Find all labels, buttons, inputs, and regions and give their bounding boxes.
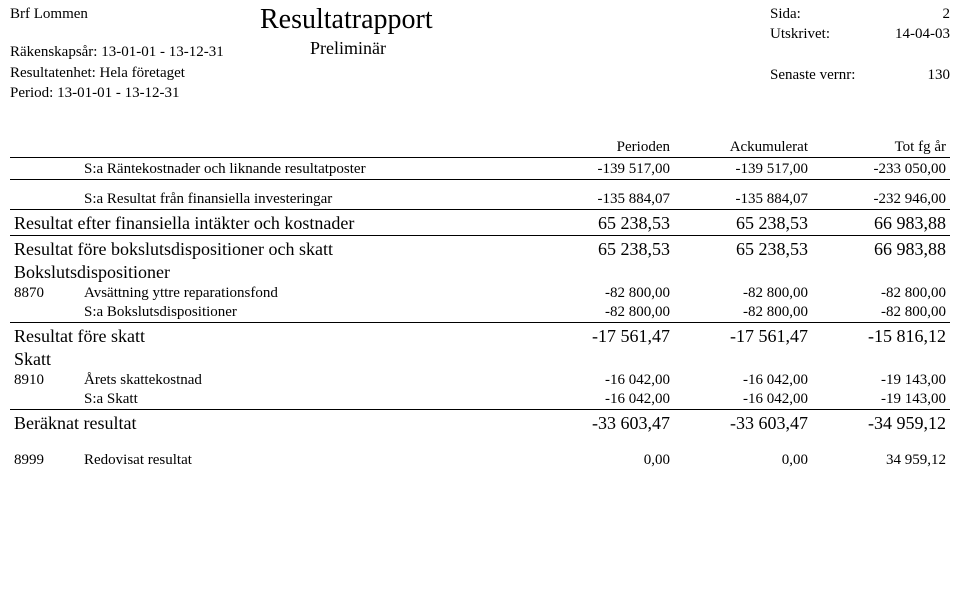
cell-label: S:a Resultat från finansiella investerin… [80,190,536,210]
cell-perioden: 0,00 [536,451,674,470]
report-table: Perioden Ackumulerat Tot fg år S:a Ränte… [10,138,950,470]
cell-tot-fg-ar: -233 050,00 [812,160,950,180]
cell-perioden: -17 561,47 [536,325,674,348]
cell-perioden: -82 800,00 [536,303,674,323]
cell-perioden: -82 800,00 [536,284,674,303]
cell-tot-fg-ar: -19 143,00 [812,390,950,410]
cell-label: Beräknat resultat [10,412,536,435]
last-vernr-label: Senaste vernr: [770,65,870,85]
cell-ackumulerat: 0,00 [674,451,812,470]
cell-ackumulerat: -139 517,00 [674,160,812,180]
row-resultat-fore-boksluts: Resultat före bokslutsdispositioner och … [10,238,950,261]
cell-label: Resultat före skatt [10,325,536,348]
cell-ackumulerat: -135 884,07 [674,190,812,210]
cell-ackumulerat: -16 042,00 [674,371,812,390]
cell-heading: Bokslutsdispositioner [10,261,950,284]
result-entity: Resultatenhet: Hela företaget [10,63,224,83]
cell-tot-fg-ar: -19 143,00 [812,371,950,390]
cell-perioden: -139 517,00 [536,160,674,180]
cell-label: S:a Bokslutsdispositioner [80,303,536,323]
cell-tot-fg-ar: 34 959,12 [812,451,950,470]
row-8999: 8999 Redovisat resultat 0,00 0,00 34 959… [10,451,950,470]
cell-label: Redovisat resultat [80,451,536,470]
cell-label: S:a Räntekostnader och liknande resultat… [80,160,536,180]
cell-tot-fg-ar: 66 983,88 [812,238,950,261]
header-left-block: Brf Lommen Räkenskapsår: 13-01-01 - 13-1… [10,4,224,103]
cell-perioden: -16 042,00 [536,371,674,390]
row-8910: 8910 Årets skattekostnad -16 042,00 -16 … [10,371,950,390]
fiscal-year: Räkenskapsår: 13-01-01 - 13-12-31 [10,42,224,62]
cell-acct: 8870 [10,284,80,303]
cell-perioden: 65 238,53 [536,238,674,261]
header-right-block: Sida: 2 Utskrivet: 14-04-03 Senaste vern… [770,4,950,85]
cell-label: Resultat efter finansiella intäkter och … [10,212,536,236]
cell-ackumulerat: -17 561,47 [674,325,812,348]
report-page: Brf Lommen Räkenskapsår: 13-01-01 - 13-1… [0,0,960,480]
column-header-row: Perioden Ackumulerat Tot fg år [10,138,950,158]
heading-skatt: Skatt [10,348,950,371]
page-label: Sida: [770,4,870,24]
report-title: Resultatrapport [260,4,433,36]
cell-ackumulerat: -16 042,00 [674,390,812,410]
cell-perioden: -16 042,00 [536,390,674,410]
row-8870: 8870 Avsättning yttre reparationsfond -8… [10,284,950,303]
cell-tot-fg-ar: -82 800,00 [812,284,950,303]
row-beraknat-resultat: Beräknat resultat -33 603,47 -33 603,47 … [10,412,950,435]
row-resultat-fore-skatt: Resultat före skatt -17 561,47 -17 561,4… [10,325,950,348]
report-subtitle: Preliminär [310,38,386,59]
cell-heading: Skatt [10,348,950,371]
cell-perioden: 65 238,53 [536,212,674,236]
cell-label: Årets skattekostnad [80,371,536,390]
col-ackumulerat: Ackumulerat [674,138,812,158]
last-vernr-value: 130 [870,65,950,85]
report-header: Brf Lommen Räkenskapsår: 13-01-01 - 13-1… [10,4,950,124]
cell-ackumulerat: 65 238,53 [674,238,812,261]
col-perioden: Perioden [536,138,674,158]
cell-label: S:a Skatt [80,390,536,410]
cell-acct: 8910 [10,371,80,390]
row-resultat-efter-fin: Resultat efter finansiella intäkter och … [10,212,950,236]
printed-date: 14-04-03 [870,24,950,44]
cell-tot-fg-ar: -232 946,00 [812,190,950,210]
col-tot-fg-ar: Tot fg år [812,138,950,158]
printed-label: Utskrivet: [770,24,870,44]
cell-ackumulerat: -33 603,47 [674,412,812,435]
row-sa-rantekostnader: S:a Räntekostnader och liknande resultat… [10,160,950,180]
cell-label: Avsättning yttre reparationsfond [80,284,536,303]
cell-acct: 8999 [10,451,80,470]
cell-tot-fg-ar: 66 983,88 [812,212,950,236]
cell-perioden: -135 884,07 [536,190,674,210]
cell-perioden: -33 603,47 [536,412,674,435]
heading-bokslutsdispositioner: Bokslutsdispositioner [10,261,950,284]
row-sa-skatt: S:a Skatt -16 042,00 -16 042,00 -19 143,… [10,390,950,410]
cell-label: Resultat före bokslutsdispositioner och … [10,238,536,261]
cell-ackumulerat: -82 800,00 [674,284,812,303]
row-sa-bokslutsdispositioner: S:a Bokslutsdispositioner -82 800,00 -82… [10,303,950,323]
company-name: Brf Lommen [10,4,224,24]
cell-ackumulerat: 65 238,53 [674,212,812,236]
cell-tot-fg-ar: -15 816,12 [812,325,950,348]
cell-tot-fg-ar: -34 959,12 [812,412,950,435]
cell-ackumulerat: -82 800,00 [674,303,812,323]
cell-tot-fg-ar: -82 800,00 [812,303,950,323]
period-label: Period: 13-01-01 - 13-12-31 [10,83,224,103]
row-sa-resultat-fin-inv: S:a Resultat från finansiella investerin… [10,190,950,210]
page-number: 2 [870,4,950,24]
